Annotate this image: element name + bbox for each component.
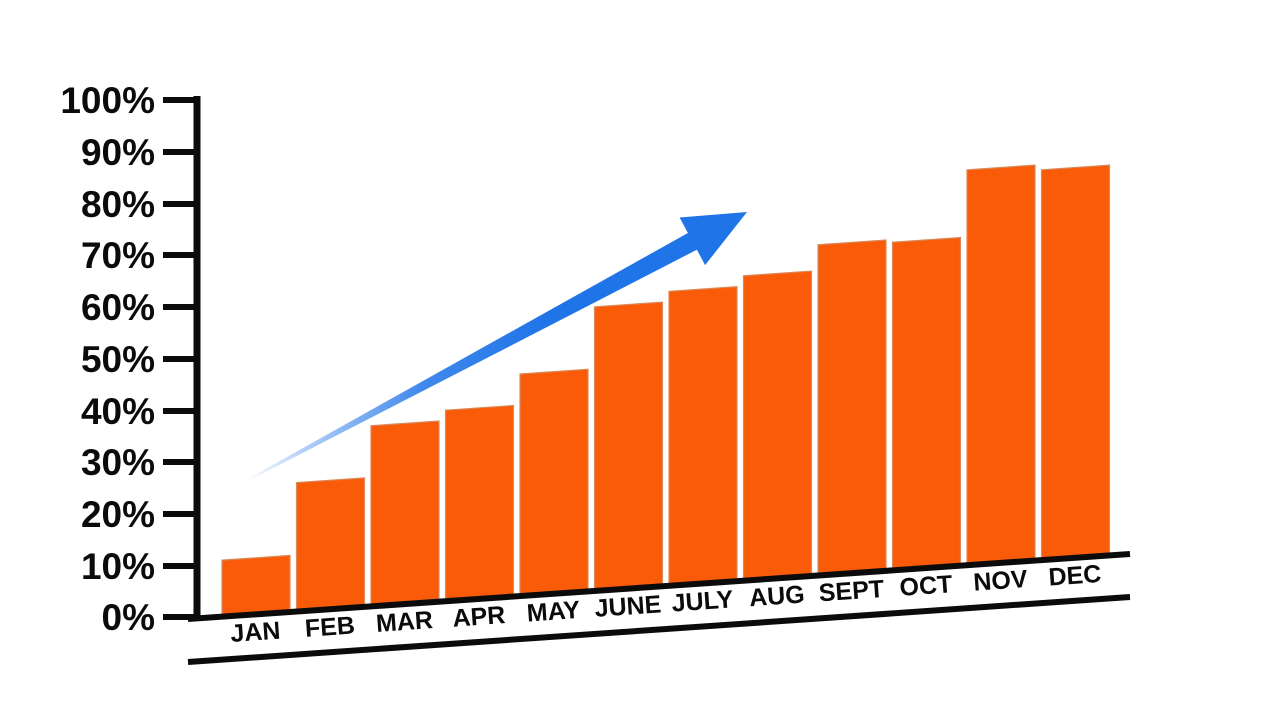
x-axis: JAN FEB MAR APR MAY JUNE JULY AUG SEPT OCT NOV DEC [187,551,1131,665]
x-axis-label-apr: APR [452,601,507,633]
y-axis-labels: 100% 90% 80% 70% 60% 50% 40% 30% 20% 10%… [60,80,155,638]
bar-dec [1040,164,1111,562]
bar-may [519,368,589,598]
x-axis-line-top [187,551,1131,622]
y-axis-label-100: 100% [60,80,155,121]
bar-june [593,301,664,593]
bar-mar [370,420,440,609]
x-axis-labels: JAN FEB MAR APR MAY JUNE JULY AUG SEPT OCT NOV DEC [230,560,1103,648]
bar-jan [221,554,291,619]
bar-series [221,164,1111,619]
y-axis-label-90: 90% [81,132,155,173]
y-axis: 100% 90% 80% 70% 60% 50% 40% 30% 20% 10%… [60,80,201,638]
y-axis-label-50: 50% [81,339,155,380]
x-axis-label-jan: JAN [230,617,282,648]
y-axis-label-10: 10% [81,546,155,587]
x-axis-line-bottom [187,594,1131,665]
upward-trend-arrow [245,212,747,482]
bar-feb [295,477,366,614]
y-axis-ticks [163,97,197,620]
bar-july [668,285,738,588]
y-axis-label-0: 0% [102,597,155,638]
x-axis-label-june: JUNE [594,590,662,623]
x-axis-label-aug: AUG [748,580,805,612]
x-axis-label-mar: MAR [375,606,434,638]
x-axis-label-oct: OCT [899,570,954,602]
bar-aug [742,270,813,583]
up-right-arrow-icon [245,212,747,482]
x-axis-label-july: JULY [671,585,735,617]
y-axis-label-70: 70% [81,235,155,276]
y-axis-label-30: 30% [81,442,155,483]
y-axis-label-80: 80% [81,184,155,225]
bar-oct [891,236,962,573]
bar-sept [817,239,887,578]
y-axis-label-40: 40% [81,391,155,432]
x-axis-label-dec: DEC [1048,560,1103,592]
y-axis-label-60: 60% [81,287,155,328]
x-axis-label-nov: NOV [972,565,1028,597]
bar-nov [966,164,1036,567]
x-axis-label-feb: FEB [304,611,356,642]
x-axis-label-may: MAY [526,596,581,628]
x-axis-label-sept: SEPT [818,575,885,607]
y-axis-label-20: 20% [81,494,155,535]
bar-apr [444,404,515,603]
